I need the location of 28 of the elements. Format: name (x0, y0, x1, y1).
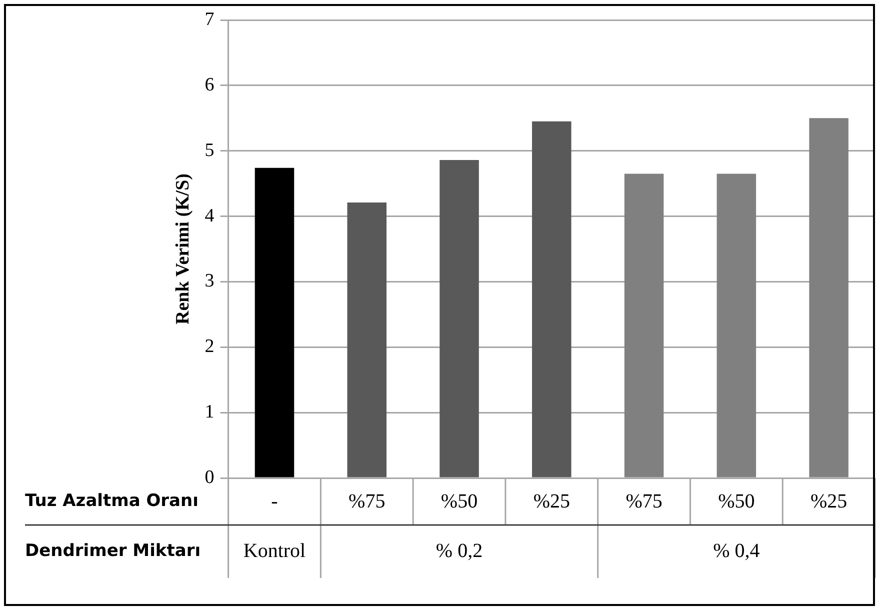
y-tick-label: 2 (204, 336, 214, 358)
bar (254, 168, 294, 478)
y-tick-label: 1 (204, 402, 214, 423)
text: % 0,4 (713, 540, 760, 562)
y-tick-label: 3 (204, 270, 214, 292)
y-tick-label: 5 (204, 140, 214, 161)
y-tick-label: 7 (204, 8, 214, 30)
bar (624, 174, 664, 478)
bar (809, 118, 848, 478)
x-tick-label: - (271, 490, 278, 512)
x-tick-label: %50 (440, 490, 478, 512)
y-tick-label: 6 (204, 74, 214, 96)
bar (716, 174, 756, 478)
x-tick-label: %25 (533, 490, 570, 512)
x-tick-label: %25 (810, 490, 848, 512)
bar (532, 121, 572, 478)
x-tick-label: %75 (626, 490, 662, 512)
text: Kontrol (243, 540, 306, 562)
y-tick-label: 0 (204, 466, 214, 488)
x-tick-label: %75 (348, 490, 386, 512)
bar (440, 160, 479, 478)
y-axis-title: Renk Verimi (K/S) (172, 174, 194, 324)
bar (347, 202, 387, 478)
x-tick-label: %50 (718, 490, 755, 512)
y-tick-label: 4 (204, 205, 215, 226)
text: Dendrimer Miktarı (25, 540, 201, 561)
text: Tuz Azaltma Oranı (25, 490, 198, 511)
text: % 0,2 (436, 540, 483, 562)
